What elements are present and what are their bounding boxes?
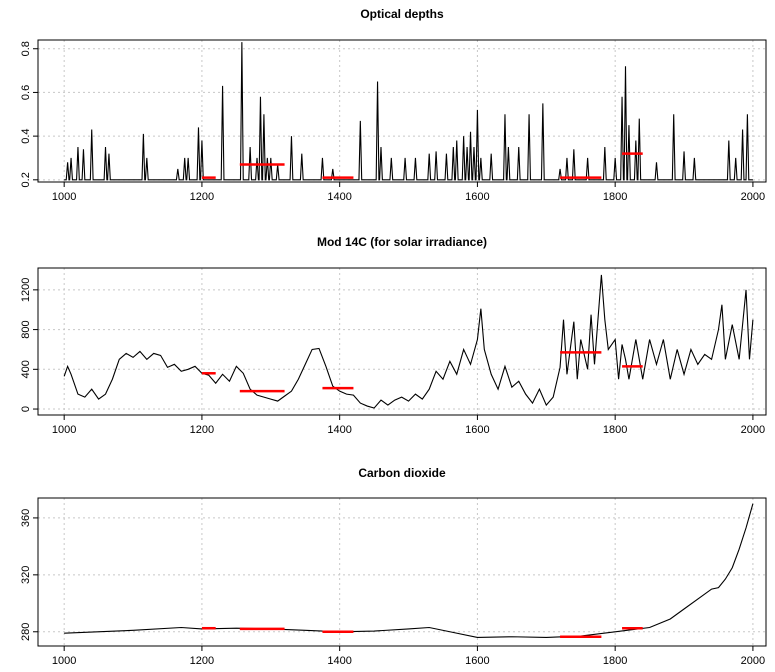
x-tick-label: 1200 <box>190 424 214 436</box>
x-tick-label: 1200 <box>190 655 214 667</box>
y-tick-label: 0 <box>20 406 32 412</box>
y-tick-label: 1200 <box>20 278 32 302</box>
x-tick-label: 1800 <box>603 655 627 667</box>
x-tick-label: 1000 <box>52 655 76 667</box>
y-tick-label: 320 <box>20 566 32 584</box>
plot-frame <box>37 497 767 647</box>
y-tick-label: 400 <box>20 360 32 378</box>
y-tick-label: 800 <box>20 320 32 338</box>
x-tick-label: 2000 <box>741 424 765 436</box>
y-tick-label: 0.2 <box>20 172 32 187</box>
chart-title: Optical depths <box>360 7 444 21</box>
x-tick-label: 1800 <box>603 191 627 203</box>
plot-frame <box>37 39 767 183</box>
x-tick-label: 1600 <box>465 191 489 203</box>
x-tick-label: 1600 <box>465 424 489 436</box>
data-line <box>63 274 754 409</box>
y-tick-label: 360 <box>20 509 32 527</box>
x-tick-label: 2000 <box>741 655 765 667</box>
data-line <box>64 42 753 181</box>
x-tick-label: 1000 <box>52 424 76 436</box>
x-tick-label: 1800 <box>603 424 627 436</box>
x-tick-label: 1200 <box>190 191 214 203</box>
chart-title: Mod 14C (for solar irradiance) <box>317 235 487 249</box>
y-tick-label: 0.4 <box>20 128 32 143</box>
x-tick-label: 1600 <box>465 655 489 667</box>
x-tick-label: 1400 <box>327 655 351 667</box>
x-tick-label: 1400 <box>327 191 351 203</box>
y-tick-label: 280 <box>20 623 32 641</box>
plot-frame <box>37 267 767 416</box>
data-line <box>64 503 754 639</box>
y-tick-label: 0.8 <box>20 41 32 56</box>
chart-title: Carbon dioxide <box>358 466 446 480</box>
x-tick-label: 1400 <box>327 424 351 436</box>
y-tick-label: 0.6 <box>20 85 32 100</box>
x-tick-label: 2000 <box>741 191 765 203</box>
x-tick-label: 1000 <box>52 191 76 203</box>
